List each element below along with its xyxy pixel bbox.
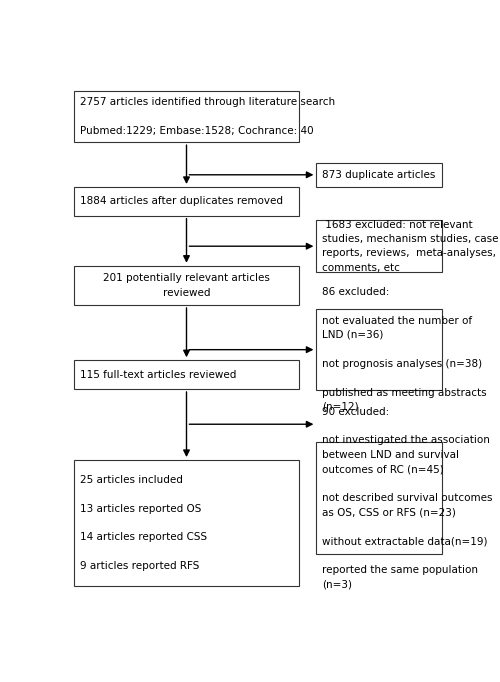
- FancyBboxPatch shape: [316, 163, 442, 187]
- FancyBboxPatch shape: [316, 309, 442, 390]
- Text: 86 excluded:

not evaluated the number of
LND (n=36)

not prognosis analyses (n=: 86 excluded: not evaluated the number of…: [322, 287, 487, 412]
- Text: 201 potentially relevant articles
reviewed: 201 potentially relevant articles review…: [103, 273, 270, 297]
- FancyBboxPatch shape: [74, 266, 299, 305]
- FancyBboxPatch shape: [74, 360, 299, 389]
- FancyBboxPatch shape: [316, 220, 442, 272]
- Text: 1884 articles after duplicates removed: 1884 articles after duplicates removed: [80, 196, 283, 207]
- FancyBboxPatch shape: [74, 91, 299, 143]
- Text: 2757 articles identified through literature search

Pubmed:1229; Embase:1528; Co: 2757 articles identified through literat…: [80, 97, 335, 136]
- Text: 90 excluded:

not investigated the association
between LND and survival
outcomes: 90 excluded: not investigated the associ…: [322, 406, 492, 589]
- Text: 115 full-text articles reviewed: 115 full-text articles reviewed: [80, 370, 236, 380]
- FancyBboxPatch shape: [316, 441, 442, 554]
- Text: 25 articles included

13 articles reported OS

14 articles reported CSS

9 artic: 25 articles included 13 articles reporte…: [80, 475, 207, 571]
- Text: 1683 excluded: not relevant
studies, mechanism studies, case
reports, reviews,  : 1683 excluded: not relevant studies, mec…: [322, 220, 498, 273]
- Text: 873 duplicate articles: 873 duplicate articles: [322, 170, 436, 180]
- FancyBboxPatch shape: [74, 460, 299, 586]
- FancyBboxPatch shape: [74, 187, 299, 216]
